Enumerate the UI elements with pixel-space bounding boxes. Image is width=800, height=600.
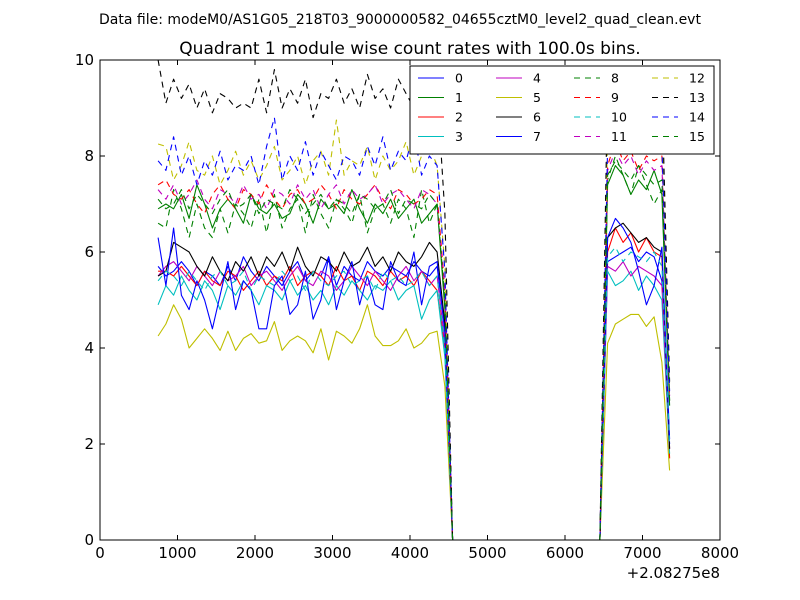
series-line-0: [157, 246, 671, 541]
x-tick-label: 1000: [158, 544, 196, 562]
legend-label-2: 2: [455, 110, 463, 125]
x-tick-label: 6000: [546, 544, 584, 562]
legend-label-9: 9: [611, 90, 619, 105]
series-line-3: [157, 270, 671, 541]
y-tick-label: 2: [84, 435, 94, 453]
legend-label-11: 11: [611, 129, 627, 144]
series-line-2: [158, 227, 671, 541]
x-tick-label: 8000: [701, 544, 739, 562]
y-tick-label: 10: [75, 51, 94, 69]
legend-label-13: 13: [689, 90, 705, 105]
x-tick-label: 5000: [468, 544, 506, 562]
y-tick-label: 0: [84, 531, 94, 549]
x-tick-label: 0: [95, 544, 105, 562]
legend-label-3: 3: [455, 129, 463, 144]
legend-label-7: 7: [533, 129, 541, 144]
series-line-6: [157, 222, 671, 541]
chart-title: Quadrant 1 module wise count rates with …: [179, 39, 640, 59]
series-line-9: [157, 141, 671, 541]
x-tick-label: 2000: [236, 544, 274, 562]
legend-label-8: 8: [611, 71, 619, 86]
chart-suptitle: Data file: modeM0/AS1G05_218T03_90000005…: [99, 12, 701, 28]
legend-label-10: 10: [611, 110, 627, 125]
legend-label-6: 6: [533, 110, 541, 125]
legend-label-15: 15: [689, 129, 705, 144]
series-line-14: [157, 117, 671, 541]
series-line-1: [157, 165, 671, 541]
legend-label-5: 5: [533, 90, 541, 105]
legend-label-14: 14: [689, 110, 705, 125]
series-line-15: [157, 160, 671, 541]
y-tick-label: 6: [84, 243, 94, 261]
x-axis-offset-label: +2.08275e8: [627, 564, 720, 582]
series-line-10: [157, 246, 671, 541]
legend-label-4: 4: [533, 71, 541, 86]
x-tick-label: 3000: [313, 544, 351, 562]
x-tick-label: 7000: [623, 544, 661, 562]
series-line-5: [157, 304, 671, 541]
x-tick-label: 4000: [391, 544, 429, 562]
x-axis: 0 1000 2000 3000 4000 5000 6000 7000 8000: [95, 60, 739, 562]
series-line-7: [157, 217, 671, 541]
series-line-12: [157, 117, 671, 541]
legend-label-12: 12: [689, 71, 705, 86]
legend-label-0: 0: [455, 71, 463, 86]
y-tick-label: 4: [84, 339, 94, 357]
y-tick-label: 8: [84, 147, 94, 165]
legend-box: [409, 65, 715, 155]
series-line-11: [157, 150, 671, 541]
legend-label-1: 1: [455, 90, 463, 105]
